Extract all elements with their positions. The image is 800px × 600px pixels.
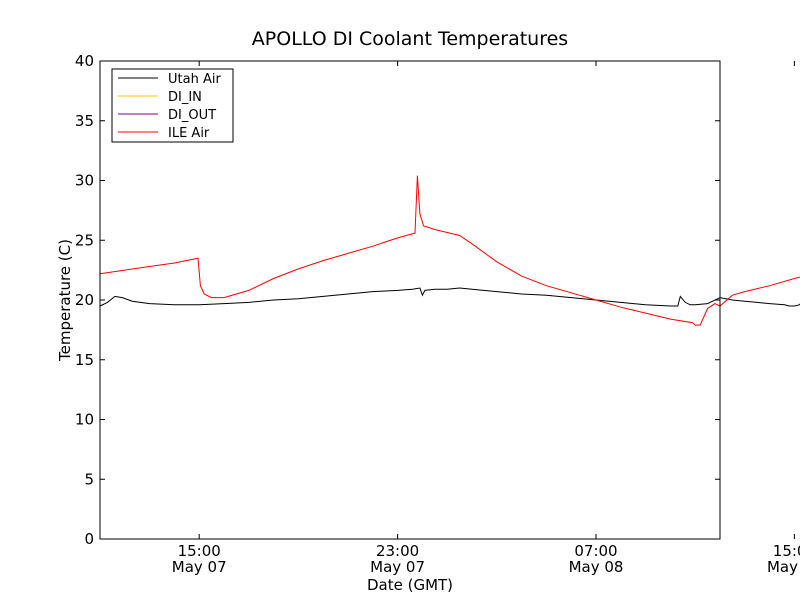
x-tick-time-0: 15:00 bbox=[178, 542, 221, 560]
y-tick-label-0: 0 bbox=[84, 530, 94, 548]
y-tick-label-7: 35 bbox=[75, 112, 94, 130]
y-tick-label-4: 20 bbox=[75, 291, 94, 309]
legend-label-di-in: DI_IN bbox=[168, 90, 202, 105]
legend-label-di-out: DI_OUT bbox=[168, 108, 216, 123]
y-tick-label-8: 40 bbox=[75, 52, 94, 70]
x-tick-date-3: May 08 bbox=[767, 558, 800, 576]
series-line-ile-air bbox=[99, 175, 800, 326]
series-layer bbox=[99, 175, 800, 326]
legend: Utah Air DI_IN DI_OUT ILE Air bbox=[111, 68, 234, 143]
x-tick-date-0: May 07 bbox=[172, 558, 227, 576]
y-tick-label-2: 10 bbox=[75, 411, 94, 429]
legend-label-utah-air: Utah Air bbox=[168, 72, 221, 87]
y-tick-label-3: 15 bbox=[75, 351, 94, 369]
x-tick-time-1: 23:00 bbox=[376, 542, 419, 560]
legend-box bbox=[111, 68, 234, 143]
x-tick-date-2: May 08 bbox=[569, 558, 624, 576]
x-axis-label: Date (GMT) bbox=[367, 576, 453, 594]
x-tick-time-3: 15:00 bbox=[773, 542, 800, 560]
y-tick-label-1: 5 bbox=[84, 470, 94, 488]
series-line-utah-air bbox=[99, 287, 800, 307]
x-tick-date-1: May 07 bbox=[370, 558, 425, 576]
y-tick-label-5: 25 bbox=[75, 231, 94, 249]
legend-label-ile-air: ILE Air bbox=[168, 126, 210, 141]
y-tick-label-6: 30 bbox=[75, 172, 94, 190]
chart-title: APOLLO DI Coolant Temperatures bbox=[252, 28, 568, 50]
y-axis-label: Temperature (C) bbox=[56, 239, 74, 362]
x-tick-time-2: 07:00 bbox=[574, 542, 617, 560]
